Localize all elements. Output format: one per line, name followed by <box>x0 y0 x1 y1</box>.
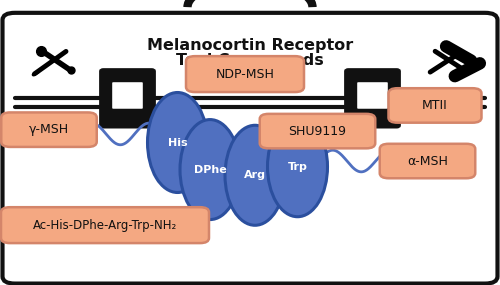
Ellipse shape <box>148 93 208 192</box>
Text: SHU9119: SHU9119 <box>288 125 346 138</box>
FancyBboxPatch shape <box>356 82 388 109</box>
FancyBboxPatch shape <box>112 82 144 109</box>
FancyBboxPatch shape <box>1 207 209 243</box>
Text: Trp: Trp <box>288 162 308 172</box>
FancyBboxPatch shape <box>388 88 482 123</box>
Text: Ac-His-DPhe-Arg-Trp-NH₂: Ac-His-DPhe-Arg-Trp-NH₂ <box>33 219 177 232</box>
Text: γ-MSH: γ-MSH <box>29 123 69 136</box>
Ellipse shape <box>225 125 285 225</box>
Ellipse shape <box>180 120 240 219</box>
FancyBboxPatch shape <box>2 112 97 147</box>
Text: α-MSH: α-MSH <box>407 154 448 168</box>
FancyBboxPatch shape <box>2 13 498 284</box>
FancyBboxPatch shape <box>186 56 304 92</box>
FancyBboxPatch shape <box>380 144 475 178</box>
Text: Arg: Arg <box>244 170 266 180</box>
Ellipse shape <box>268 117 328 217</box>
FancyBboxPatch shape <box>100 70 154 127</box>
Text: NDP-MSH: NDP-MSH <box>216 68 274 81</box>
Text: DPhe: DPhe <box>194 164 226 175</box>
Text: His: His <box>168 137 188 148</box>
Text: Melanocortin Receptor: Melanocortin Receptor <box>147 38 353 53</box>
FancyBboxPatch shape <box>260 114 375 148</box>
FancyBboxPatch shape <box>346 70 400 127</box>
Text: MTII: MTII <box>422 99 448 112</box>
Text: Tool Compounds: Tool Compounds <box>176 53 324 68</box>
